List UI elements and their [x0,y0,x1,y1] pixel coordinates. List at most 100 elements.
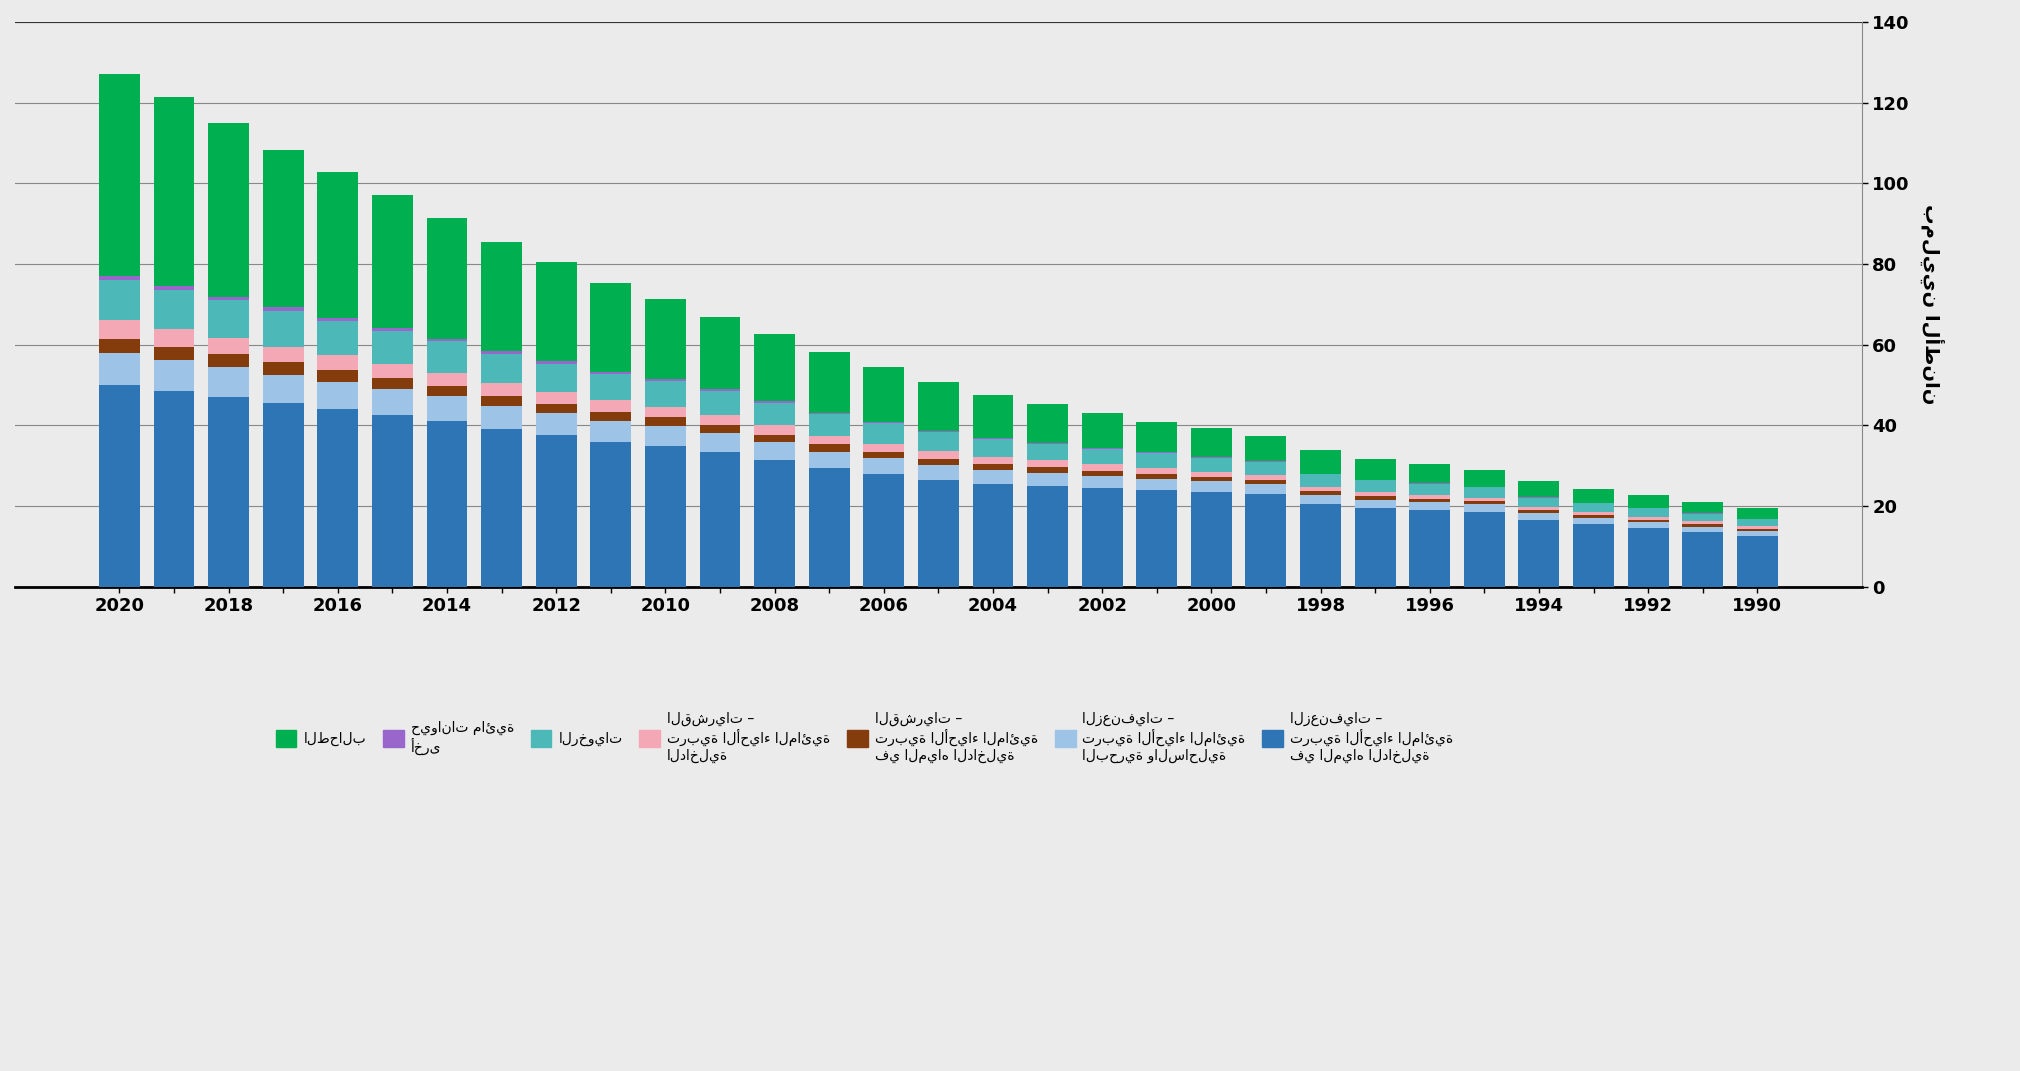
Bar [1081,470,1123,476]
Bar [426,338,467,342]
Bar [1574,515,1614,517]
Bar [863,452,905,458]
Bar [1192,457,1232,471]
Bar [1410,499,1450,502]
Bar [917,458,960,465]
Bar [317,371,358,381]
Bar [1246,462,1287,476]
Bar [1137,452,1178,453]
Bar [1410,495,1450,499]
Bar [263,375,303,403]
Bar [1301,492,1341,495]
Bar [1737,531,1778,537]
Bar [1519,481,1559,497]
Bar [1410,502,1450,510]
Bar [317,321,358,356]
Bar [535,262,576,361]
Bar [481,406,521,429]
Bar [372,329,412,331]
Bar [1137,468,1178,473]
Bar [699,414,741,425]
Bar [972,470,1014,484]
Bar [1026,473,1069,486]
Bar [208,367,248,397]
Bar [426,373,467,386]
Bar [1137,453,1178,468]
Bar [1355,492,1396,496]
Bar [1246,436,1287,462]
Bar [753,403,796,425]
Bar [863,458,905,473]
Bar [644,299,687,379]
Bar [753,435,796,442]
Bar [1137,473,1178,479]
Bar [154,391,194,587]
Bar [1574,503,1614,512]
Bar [1737,508,1778,518]
Bar [154,286,194,290]
Bar [1246,480,1287,484]
Bar [1683,532,1723,587]
Bar [426,217,467,338]
Bar [317,356,358,371]
Bar [863,423,905,443]
Legend: الطحالب, حيوانات مائية
أخرى, الرخويات, القشريات –
تربية الأحياء المائية
الداخلية: الطحالب, حيوانات مائية أخرى, الرخويات, ا… [271,707,1458,768]
Bar [1246,494,1287,587]
Bar [154,96,194,286]
Bar [1628,523,1669,528]
Bar [1519,513,1559,521]
Bar [426,342,467,373]
Bar [1355,499,1396,508]
Bar [1081,476,1123,488]
Bar [99,386,139,587]
Bar [1026,467,1069,473]
Bar [1026,461,1069,467]
Bar [1192,492,1232,587]
Bar [1519,498,1559,507]
Bar [1246,476,1287,480]
Bar [590,374,632,401]
Bar [808,468,850,587]
Bar [590,441,632,587]
Bar [1683,524,1723,527]
Bar [1737,529,1778,531]
Bar [1355,458,1396,480]
Bar [372,195,412,329]
Bar [1737,537,1778,587]
Bar [1026,486,1069,587]
Bar [1464,512,1505,587]
Bar [972,438,1014,439]
Bar [590,372,632,374]
Bar [644,381,687,407]
Y-axis label: بمليين الأطنان: بمليين الأطنان [1921,205,1945,405]
Bar [1519,521,1559,587]
Bar [208,397,248,587]
Bar [481,242,521,351]
Bar [481,429,521,587]
Bar [863,443,905,452]
Bar [481,353,521,383]
Bar [590,411,632,421]
Bar [753,459,796,587]
Bar [263,362,303,375]
Bar [1464,501,1505,504]
Bar [1628,509,1669,516]
Bar [1683,527,1723,532]
Bar [154,290,194,330]
Bar [208,123,248,297]
Bar [1081,448,1123,449]
Bar [590,283,632,372]
Bar [317,381,358,409]
Bar [426,386,467,396]
Bar [535,361,576,364]
Bar [99,352,139,386]
Bar [1410,484,1450,495]
Bar [372,416,412,587]
Bar [1081,465,1123,470]
Bar [1137,489,1178,587]
Bar [917,433,960,451]
Bar [1192,482,1232,492]
Bar [1301,474,1341,487]
Bar [1628,495,1669,508]
Bar [1683,522,1723,524]
